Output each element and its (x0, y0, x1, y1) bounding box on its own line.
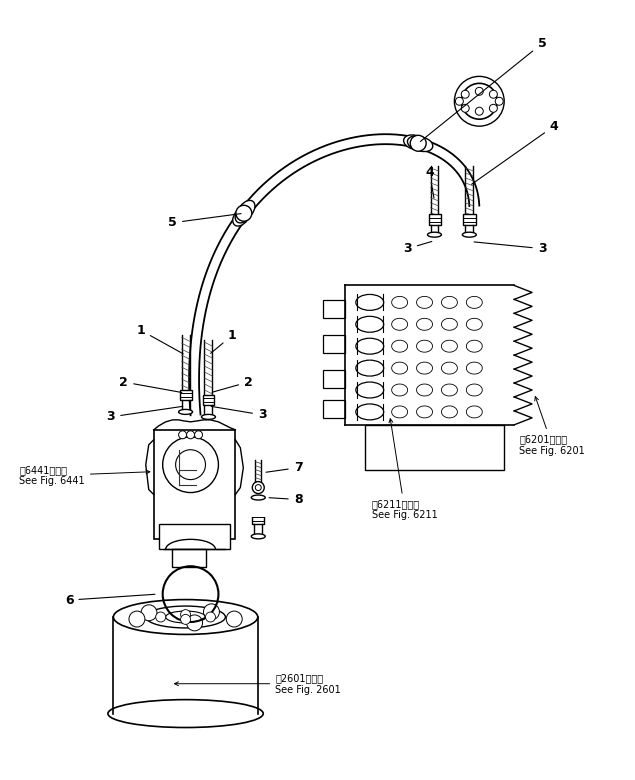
Text: 5: 5 (168, 214, 241, 229)
Text: 3: 3 (474, 242, 546, 255)
Circle shape (180, 615, 190, 624)
Circle shape (176, 450, 206, 480)
Ellipse shape (411, 137, 433, 151)
Ellipse shape (237, 200, 255, 220)
Text: 5: 5 (420, 37, 546, 141)
Bar (154, 430, 236, 539)
Polygon shape (323, 370, 345, 388)
Ellipse shape (201, 414, 215, 420)
Ellipse shape (108, 700, 264, 728)
Ellipse shape (235, 204, 253, 223)
Circle shape (490, 105, 497, 112)
Ellipse shape (166, 611, 206, 623)
Bar (429, 214, 441, 225)
Circle shape (163, 437, 218, 492)
Circle shape (187, 615, 203, 631)
Text: 第6201図参照
See Fig. 6201: 第6201図参照 See Fig. 6201 (519, 397, 585, 456)
Ellipse shape (146, 606, 225, 628)
Text: 4: 4 (425, 166, 434, 198)
Ellipse shape (408, 136, 429, 151)
Bar (154, 430, 236, 544)
Bar (171, 549, 206, 567)
Text: 第6211図参照
See Fig. 6211: 第6211図参照 See Fig. 6211 (371, 419, 438, 520)
Circle shape (203, 604, 220, 620)
Circle shape (461, 90, 469, 98)
Circle shape (476, 107, 483, 115)
Text: 3: 3 (403, 242, 432, 255)
Ellipse shape (427, 232, 441, 237)
Ellipse shape (251, 495, 265, 500)
Circle shape (455, 98, 464, 105)
Circle shape (226, 611, 242, 627)
Ellipse shape (114, 600, 258, 634)
Circle shape (194, 431, 203, 439)
Text: 1: 1 (137, 324, 183, 354)
Ellipse shape (404, 135, 425, 150)
Circle shape (476, 87, 483, 95)
Text: 7: 7 (266, 461, 302, 474)
Circle shape (156, 612, 166, 622)
Circle shape (180, 610, 190, 619)
Circle shape (178, 431, 187, 439)
Circle shape (236, 205, 252, 222)
Polygon shape (323, 300, 345, 318)
Circle shape (255, 484, 261, 491)
Bar (180, 390, 192, 400)
Polygon shape (323, 335, 345, 353)
Bar (464, 214, 476, 225)
Bar (203, 395, 215, 405)
Circle shape (252, 481, 264, 494)
Text: 第6441図参照
See Fig. 6441: 第6441図参照 See Fig. 6441 (19, 465, 150, 487)
Text: 2: 2 (212, 375, 253, 392)
Polygon shape (323, 400, 345, 418)
Circle shape (206, 612, 215, 622)
Circle shape (490, 90, 497, 98)
Text: 3: 3 (107, 406, 183, 424)
Circle shape (141, 604, 157, 621)
Text: 4: 4 (472, 119, 558, 184)
Bar (364, 425, 504, 470)
Bar (246, 458, 271, 517)
Text: 8: 8 (269, 493, 302, 506)
Circle shape (129, 611, 145, 627)
Text: 1: 1 (211, 328, 237, 353)
Circle shape (410, 135, 426, 151)
Text: 6: 6 (65, 594, 155, 607)
Ellipse shape (462, 232, 476, 237)
Circle shape (187, 431, 194, 439)
Ellipse shape (233, 207, 250, 226)
Text: 3: 3 (211, 406, 267, 421)
Bar (252, 515, 264, 524)
Ellipse shape (251, 534, 265, 539)
Text: 2: 2 (119, 375, 182, 392)
Circle shape (495, 98, 503, 105)
Ellipse shape (178, 410, 192, 414)
Bar (159, 524, 231, 549)
Text: 第2601図参照
See Fig. 2601: 第2601図参照 See Fig. 2601 (175, 673, 341, 694)
Circle shape (461, 105, 469, 112)
Bar (345, 285, 514, 425)
Polygon shape (154, 420, 236, 430)
